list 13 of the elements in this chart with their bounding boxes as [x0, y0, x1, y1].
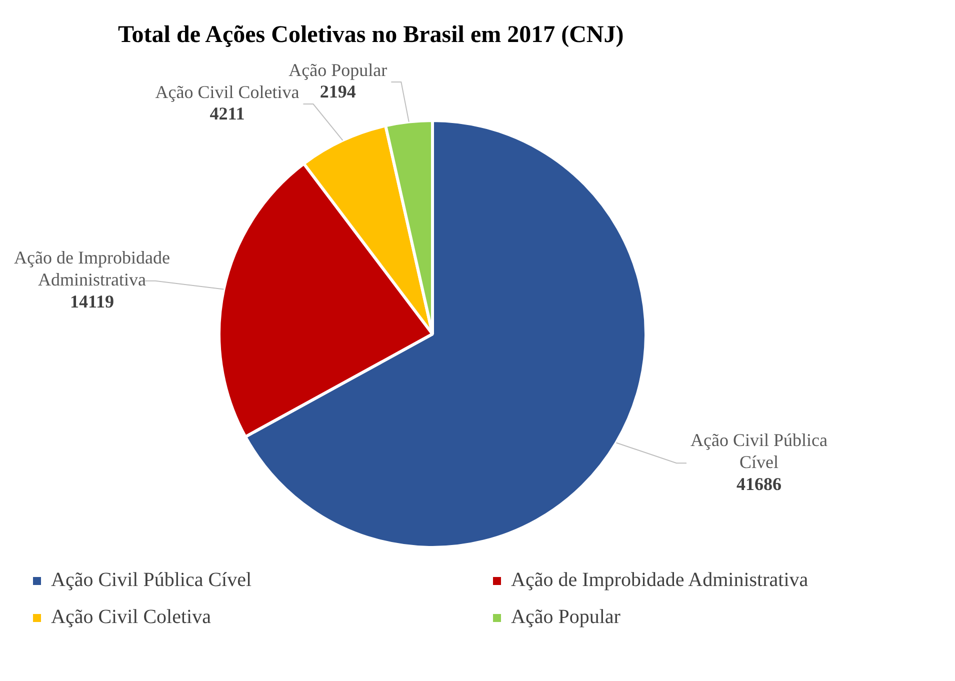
data-label: 4211	[210, 104, 245, 124]
data-label: 2194	[320, 82, 356, 102]
legend-label: Ação Civil Coletiva	[51, 606, 211, 629]
chart-title: Total de Ações Coletivas no Brasil em 2017 (CNJ)	[117, 21, 625, 49]
slice-label: Ação de Improbidade Administrativa	[14, 248, 170, 290]
legend-label: Ação Civil Pública Cível	[51, 569, 252, 592]
slice-label: Ação Civil Coletiva	[155, 82, 300, 102]
legend-label: Ação Popular	[511, 606, 620, 629]
legend-label: Ação de Improbidade Administrativa	[511, 569, 808, 592]
slice-label: Ação Popular	[288, 60, 388, 80]
slice-label: Ação Civil Pública Cível	[690, 430, 828, 472]
data-label: 41686	[736, 474, 782, 494]
data-label: 14119	[70, 292, 114, 312]
